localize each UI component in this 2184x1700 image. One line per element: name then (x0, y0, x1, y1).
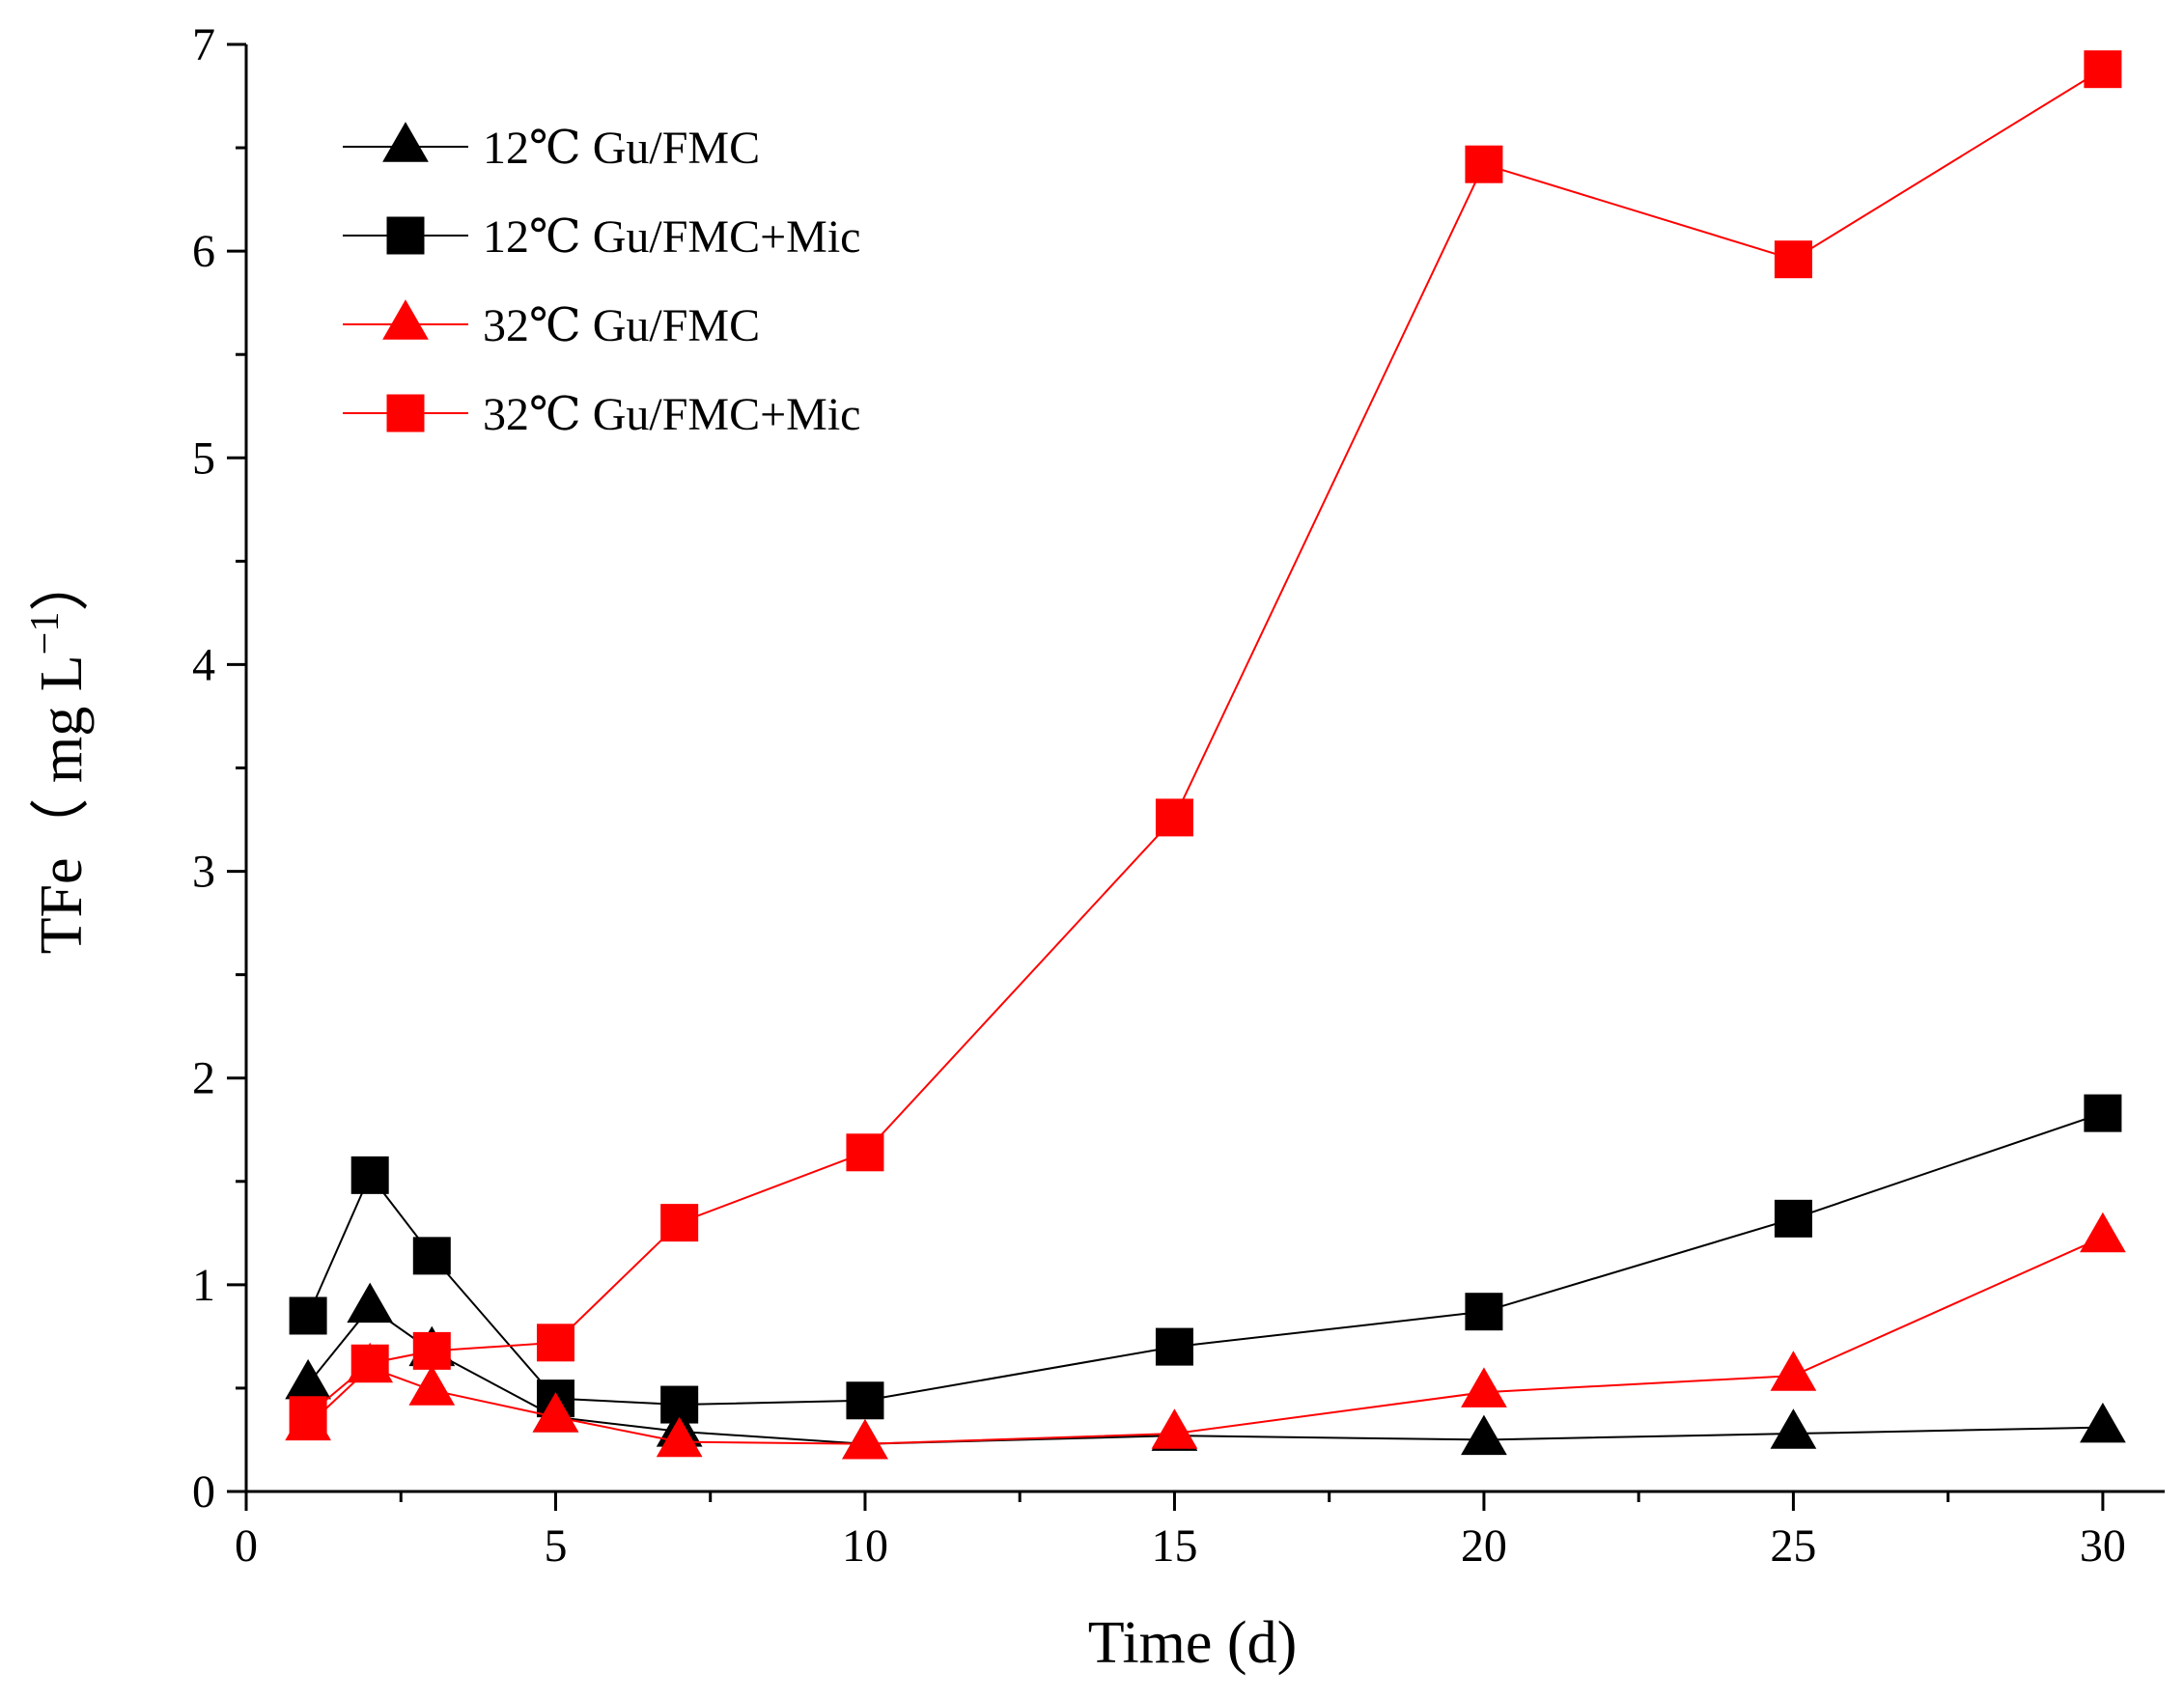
data-point (842, 1418, 888, 1460)
y-axis-title-main: TFe（ mg L (29, 655, 95, 954)
series-line (307, 1112, 2104, 1407)
y-axis-title-superscript: −1 (23, 612, 68, 655)
legend: 12℃ Gu/FMC 12℃ Gu/FMC+Mic 32℃ Gu/FMC 32℃ Gu… (343, 122, 860, 440)
legend-marker (386, 216, 425, 255)
series-line (307, 1306, 2103, 1445)
data-point (846, 1381, 884, 1420)
legend-label: 12℃ Gu/FMC+Mic (483, 211, 860, 263)
data-point (1770, 1408, 1817, 1449)
legend-entry: 12℃ Gu/FMC+Mic (343, 211, 860, 263)
x-tick-label: 15 (1151, 1520, 1197, 1572)
data-point (350, 1156, 389, 1194)
data-point (412, 1237, 451, 1275)
data-point (289, 1396, 327, 1435)
legend-label: 32℃ Gu/FMC (483, 300, 760, 351)
series-4 (289, 50, 2122, 1435)
data-point (660, 1204, 699, 1242)
x-tick-label: 25 (1770, 1520, 1816, 1572)
data-point (347, 1282, 394, 1324)
data-point (2080, 1212, 2126, 1253)
legend-entry: 32℃ Gu/FMC (343, 299, 760, 351)
x-tick-label: 0 (235, 1520, 258, 1572)
x-tick-label: 20 (1461, 1520, 1507, 1572)
y-tick-label: 1 (192, 1260, 215, 1311)
data-point (660, 1385, 699, 1424)
legend-entry: 12℃ Gu/FMC (343, 122, 760, 174)
series-line (307, 68, 2104, 1416)
x-tick-label: 5 (544, 1520, 567, 1572)
data-point (1155, 1327, 1193, 1366)
series-layer (285, 50, 2126, 1460)
legend-label: 32℃ Gu/FMC+Mic (483, 389, 860, 440)
y-tick-label: 6 (192, 226, 215, 277)
series-2 (289, 1094, 2122, 1424)
y-axis-title: TFe（ mg L−1） (23, 552, 95, 955)
data-point (2080, 1402, 2126, 1443)
data-point (408, 1365, 456, 1406)
axes: 0 5 10 15 20 25 30 0 1 2 3 4 5 6 7 (192, 19, 2165, 1572)
data-point (2084, 50, 2122, 89)
legend-label: 12℃ Gu/FMC (483, 123, 760, 174)
y-tick-label: 5 (192, 432, 215, 484)
data-point (1465, 1293, 1503, 1331)
data-point (1461, 1414, 1507, 1456)
x-tick-label: 10 (842, 1520, 888, 1572)
y-axis-title-close: ） (29, 552, 95, 612)
data-point (1465, 145, 1503, 183)
data-point (536, 1324, 574, 1362)
data-point (532, 1392, 579, 1433)
y-tick-label: 7 (192, 19, 215, 70)
legend-marker (382, 299, 429, 340)
data-point (1770, 1351, 1817, 1391)
data-point (289, 1296, 327, 1335)
y-tick-label: 0 (192, 1466, 215, 1518)
data-point (656, 1416, 703, 1458)
data-point (2084, 1094, 2122, 1132)
legend-marker (382, 122, 429, 162)
data-point (1151, 1408, 1198, 1449)
data-point (1461, 1367, 1507, 1407)
legend-marker (386, 394, 425, 432)
legend-entry: 32℃ Gu/FMC+Mic (343, 389, 860, 440)
data-point (1774, 1199, 1812, 1238)
y-tick-label: 3 (192, 847, 215, 898)
data-point (1774, 240, 1812, 279)
x-tick-label: 30 (2080, 1520, 2126, 1572)
y-tick-label: 2 (192, 1053, 215, 1104)
y-tick-label: 4 (192, 639, 215, 690)
data-point (846, 1133, 884, 1172)
data-point (350, 1344, 389, 1382)
x-axis-title: Time (d) (1088, 1610, 1297, 1676)
series-line (307, 1236, 2104, 1445)
data-point (412, 1331, 451, 1370)
data-point (1155, 798, 1193, 837)
